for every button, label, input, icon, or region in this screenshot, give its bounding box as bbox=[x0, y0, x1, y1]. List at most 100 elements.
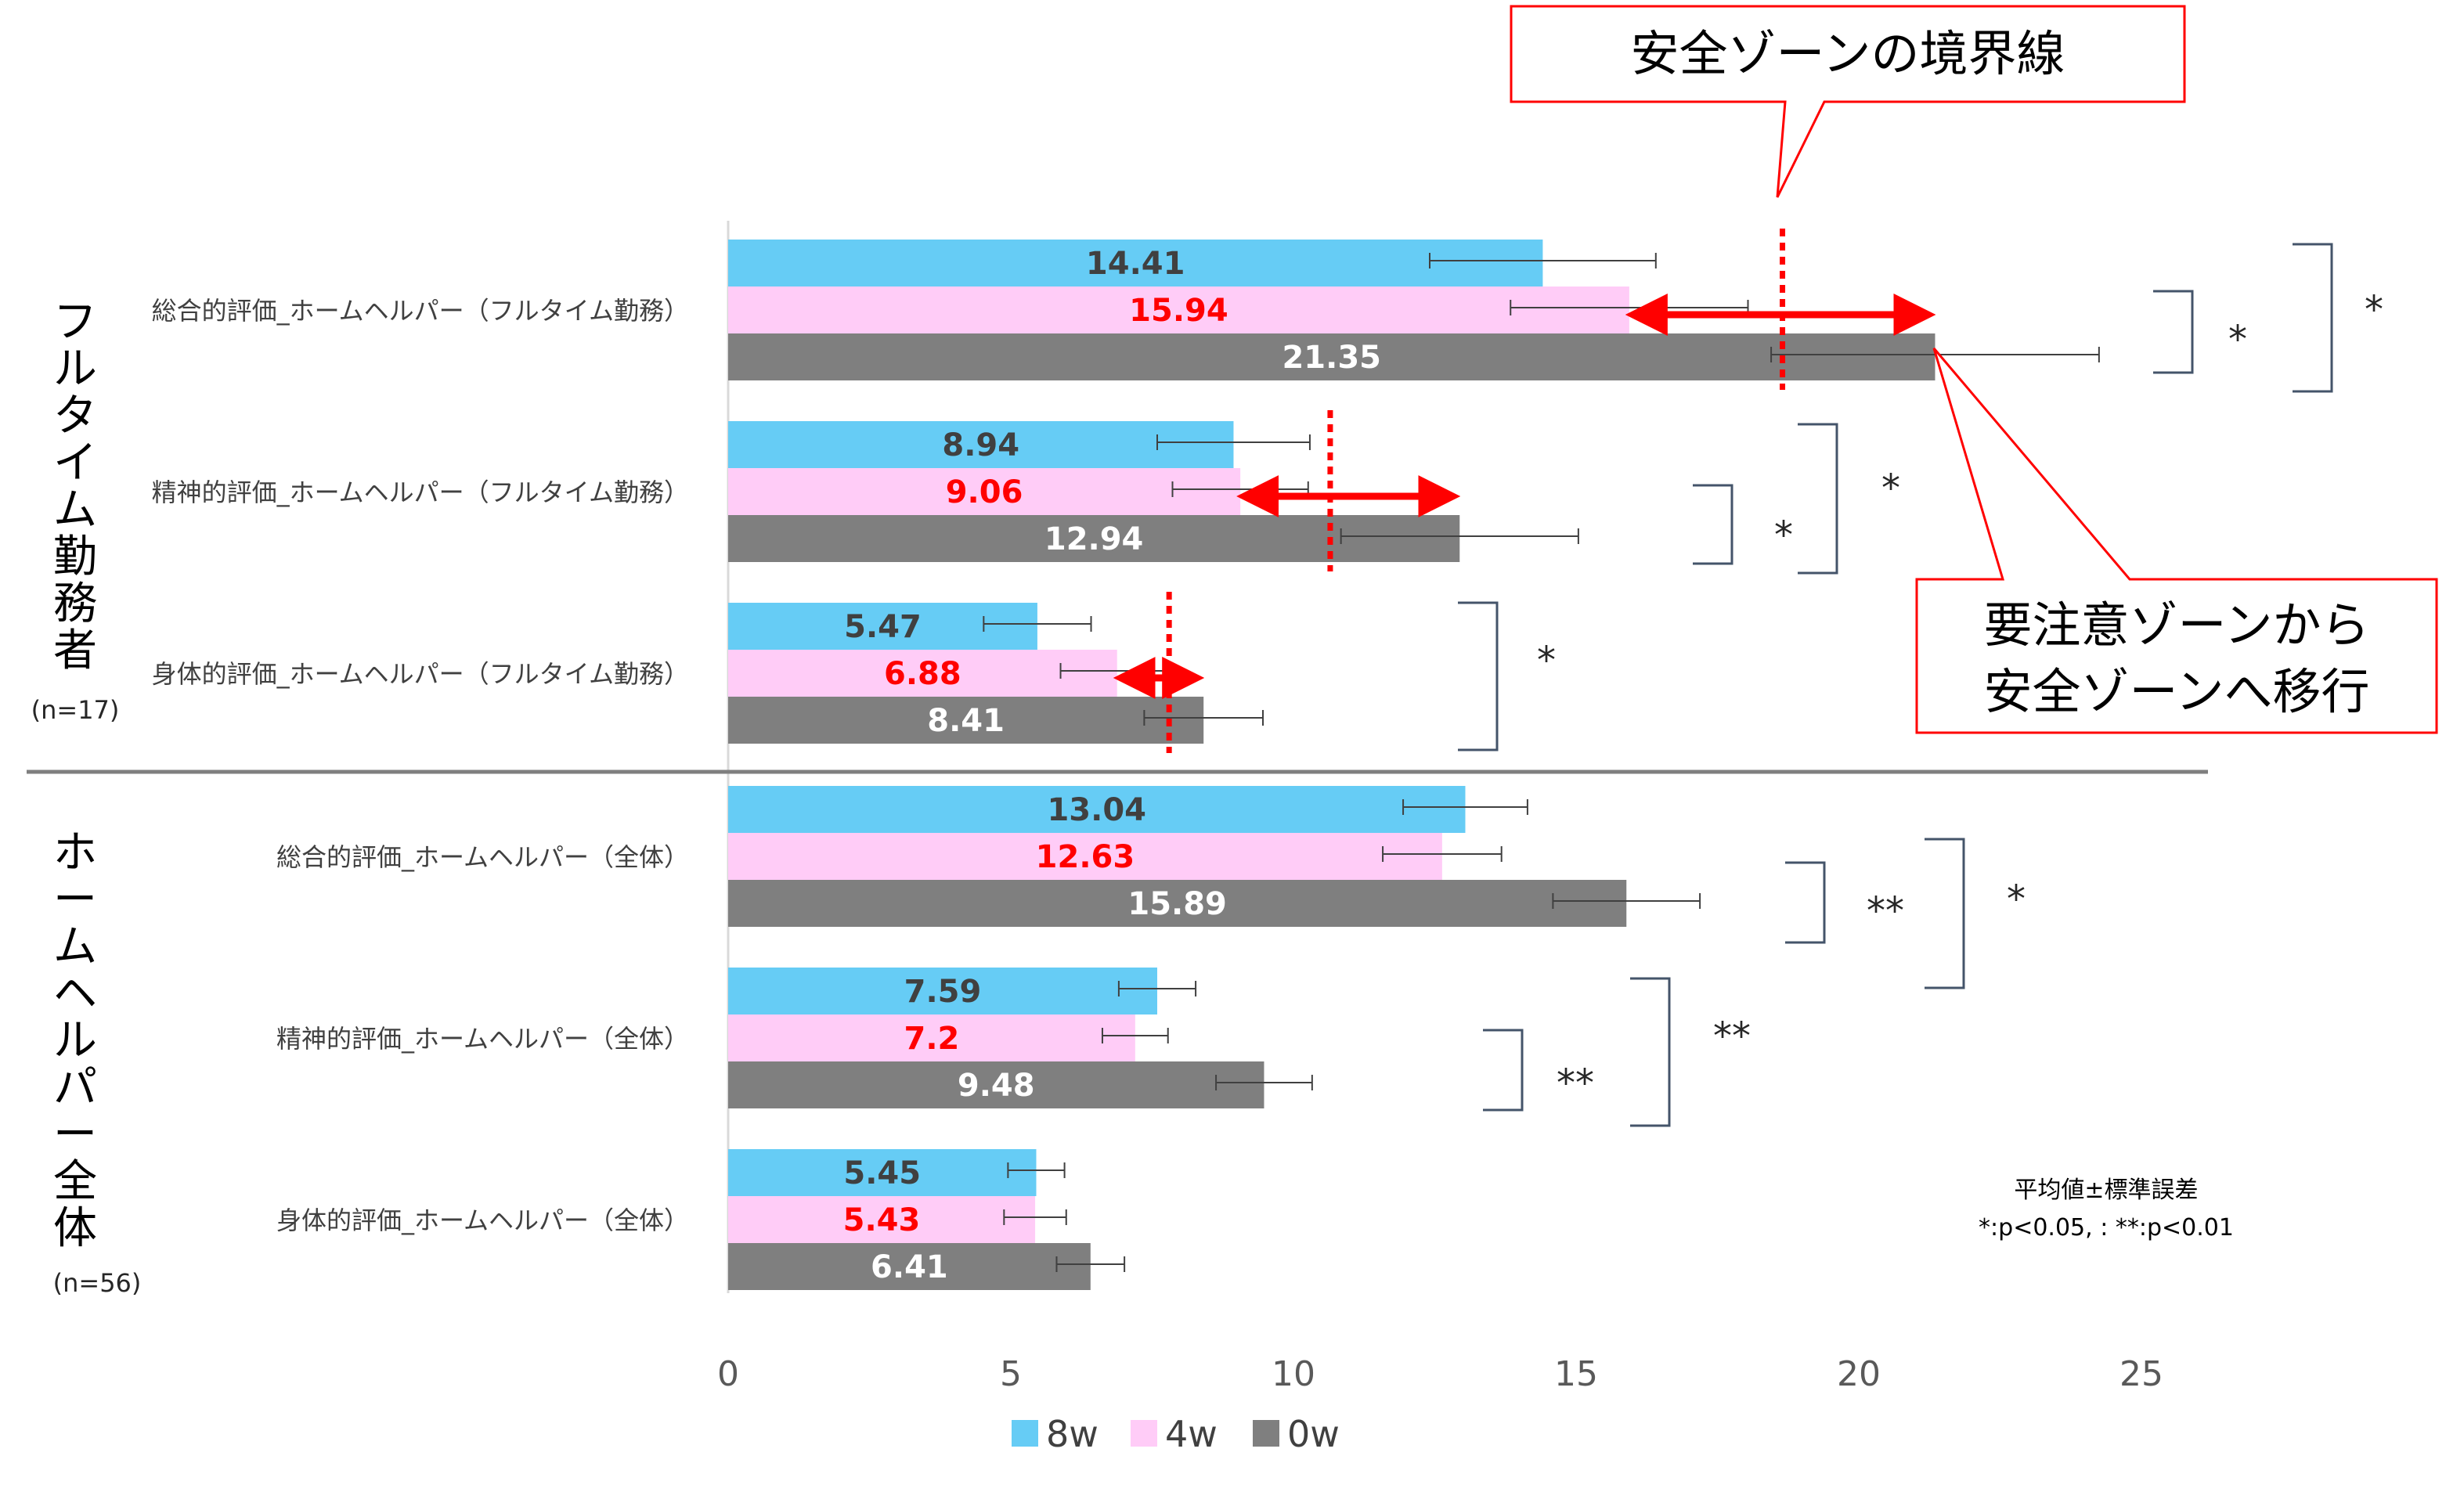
zone-shift-callout: 要注意ゾーンから 安全ゾーンへ移行 bbox=[1915, 348, 2438, 734]
value-label-0w: 6.41 bbox=[871, 1249, 948, 1285]
bar-0w bbox=[728, 880, 1627, 927]
category-label: 総合的評価_ホームヘルパー（全体） bbox=[276, 842, 689, 872]
bar-0w bbox=[728, 1061, 1264, 1108]
x-tick-label: 0 bbox=[717, 1354, 739, 1394]
group-label-char: フ bbox=[53, 297, 97, 348]
bar-8w bbox=[728, 1149, 1037, 1196]
bar-4w bbox=[728, 287, 1629, 333]
x-tick-label: 10 bbox=[1272, 1354, 1315, 1394]
significance-bracket-inner bbox=[2153, 290, 2194, 374]
group-label-char: 全 bbox=[53, 1156, 97, 1207]
group-label-char: 体 bbox=[53, 1203, 97, 1254]
bar-4w bbox=[728, 468, 1241, 515]
x-tick-label: 5 bbox=[1000, 1354, 1022, 1394]
group-n-label: (n=56) bbox=[53, 1268, 142, 1298]
significance-bracket-inner bbox=[1483, 1029, 1524, 1112]
group-label-char: ホ bbox=[53, 827, 97, 878]
value-label-0w: 8.41 bbox=[927, 703, 1005, 739]
bars-layer bbox=[728, 240, 2100, 1290]
stats-note-line2: *:p<0.05, : **:p<0.01 bbox=[1979, 1214, 2234, 1242]
value-label-8w: 8.94 bbox=[942, 427, 1019, 463]
value-label-8w: 7.59 bbox=[904, 974, 982, 1010]
significance-bracket-outer bbox=[2293, 243, 2333, 393]
x-tick-label: 15 bbox=[1554, 1354, 1598, 1394]
legend-swatch-0w bbox=[1253, 1420, 1279, 1447]
bar-4w bbox=[728, 650, 1117, 697]
bar-0w bbox=[728, 515, 1460, 562]
bar-8w bbox=[728, 603, 1037, 650]
significance-bracket-inner bbox=[1785, 861, 1826, 944]
value-label-4w: 9.06 bbox=[946, 474, 1023, 510]
significance-bracket-outer bbox=[1630, 977, 1671, 1127]
category-label: 身体的評価_ホームヘルパー（フルタイム勤務） bbox=[152, 659, 689, 689]
stats-note-line1: 平均値±標準誤差 bbox=[2014, 1177, 2198, 1204]
x-tick-label: 20 bbox=[1837, 1354, 1881, 1394]
group-label-char: 務 bbox=[53, 578, 97, 629]
significance-bracket-outer bbox=[1798, 423, 1838, 575]
boundary-callout-text: 安全ゾーンの境界線 bbox=[1631, 25, 2065, 82]
value-label-0w: 12.94 bbox=[1044, 521, 1144, 557]
group-label-char: ム bbox=[53, 921, 97, 972]
value-label-0w: 9.48 bbox=[958, 1068, 1035, 1104]
group-label-char: 者 bbox=[53, 625, 97, 676]
group-label-char: ル bbox=[53, 344, 97, 395]
significance-mark-outer: * bbox=[1881, 467, 1900, 510]
group-n-label: (n=17) bbox=[31, 695, 120, 725]
significance-bracket-outer bbox=[1925, 838, 1965, 989]
group-label-char: ル bbox=[53, 1015, 97, 1066]
annotations-layer: ******* ***** bbox=[1113, 229, 2383, 1127]
x-tick-label: 25 bbox=[2119, 1354, 2163, 1394]
group-label-char: タ bbox=[53, 391, 97, 441]
labels-layer: 総合的評価_ホームヘルパー（フルタイム勤務） 14.41 15.94 21.35 精神的… bbox=[31, 246, 1381, 1455]
value-label-4w: 15.94 bbox=[1129, 293, 1228, 329]
legend-swatch-4w bbox=[1131, 1420, 1157, 1447]
bar-4w bbox=[728, 833, 1442, 880]
axes-layer: 0 5 10 15 20 25 bbox=[27, 221, 2208, 1394]
value-label-0w: 15.89 bbox=[1127, 886, 1227, 922]
group-label-char: パ bbox=[53, 1062, 97, 1113]
category-label: 精神的評価_ホームヘルパー（全体） bbox=[276, 1024, 689, 1054]
value-label-8w: 5.45 bbox=[843, 1155, 921, 1191]
category-label: 精神的評価_ホームヘルパー（フルタイム勤務） bbox=[152, 478, 689, 507]
significance-mark-inner: ** bbox=[1557, 1061, 1594, 1105]
bar-8w bbox=[728, 968, 1157, 1014]
significance-mark-inner: * bbox=[2228, 318, 2247, 362]
group-label-char: ム bbox=[53, 485, 97, 535]
bar-8w bbox=[728, 786, 1466, 833]
bar-0w bbox=[728, 1243, 1091, 1290]
zone-shift-callout-line1: 要注意ゾーンから bbox=[1984, 596, 2370, 654]
legend-swatch-8w bbox=[1012, 1420, 1038, 1447]
value-label-4w: 7.2 bbox=[904, 1021, 959, 1057]
legend-label-8w: 8w bbox=[1046, 1413, 1099, 1455]
bar-4w bbox=[728, 1196, 1036, 1243]
category-label: 身体的評価_ホームヘルパー（全体） bbox=[276, 1205, 689, 1235]
significance-mark-inner: * bbox=[1774, 514, 1793, 557]
legend-label-4w: 4w bbox=[1165, 1413, 1218, 1455]
boundary-callout: 安全ゾーンの境界線 bbox=[1510, 5, 2186, 198]
bar-4w bbox=[728, 1014, 1135, 1061]
significance-mark-outer: * bbox=[2365, 288, 2383, 332]
significance-bracket-inner bbox=[1693, 484, 1733, 565]
bar-8w bbox=[728, 421, 1234, 468]
group-label-char: ヘ bbox=[53, 968, 97, 1019]
bar-8w bbox=[728, 240, 1543, 287]
significance-bracket-outer bbox=[1458, 601, 1499, 751]
value-label-8w: 5.47 bbox=[844, 609, 922, 645]
significance-mark-inner: ** bbox=[1867, 889, 1904, 933]
value-label-0w: 21.35 bbox=[1282, 340, 1381, 376]
category-label: 総合的評価_ホームヘルパー（フルタイム勤務） bbox=[152, 296, 689, 326]
value-label-8w: 14.41 bbox=[1086, 246, 1185, 282]
group-label-char: イ bbox=[53, 438, 97, 488]
bar-0w bbox=[728, 697, 1204, 744]
group-label-char: ー bbox=[53, 874, 97, 925]
value-label-4w: 12.63 bbox=[1036, 839, 1135, 875]
value-label-4w: 5.43 bbox=[843, 1202, 921, 1238]
significance-mark-outer: ** bbox=[1713, 1014, 1751, 1058]
significance-mark-outer: * bbox=[2007, 878, 2026, 921]
value-label-4w: 6.88 bbox=[884, 656, 961, 692]
group-label-char: ー bbox=[53, 1109, 97, 1160]
bar-0w bbox=[728, 333, 1935, 380]
value-label-8w: 13.04 bbox=[1047, 792, 1146, 828]
zone-shift-callout-line2: 安全ゾーンへ移行 bbox=[1984, 663, 2370, 720]
